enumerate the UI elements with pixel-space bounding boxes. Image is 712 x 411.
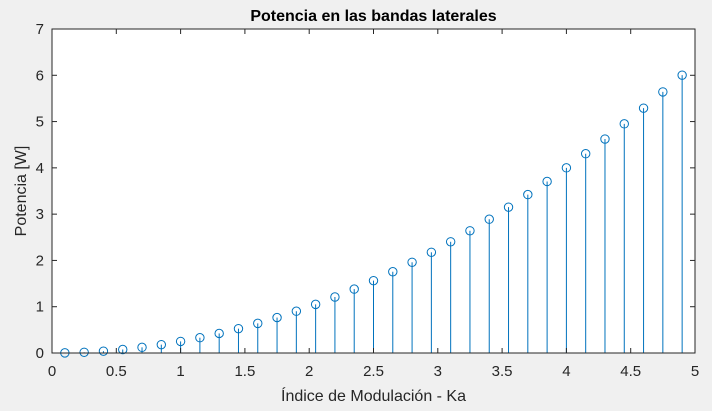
stem-marker	[465, 226, 475, 236]
stem-marker	[79, 347, 89, 357]
x-tick-label: 3	[434, 363, 442, 380]
x-tick-label: 0	[48, 363, 56, 380]
x-tick-label: 5	[691, 363, 699, 380]
stem-marker	[330, 292, 340, 302]
x-tick-label: 3.5	[492, 363, 513, 380]
stem-marker	[580, 149, 591, 159]
stem-marker	[503, 202, 514, 212]
y-axis-label: Potencia [W]	[13, 146, 30, 237]
y-axis-ticks: 0 1 2 3 4 5 6 7	[36, 21, 695, 362]
chart-title: Potencia en las bandas laterales	[250, 8, 496, 25]
stem-series	[64, 75, 683, 353]
stem-marker	[484, 214, 494, 224]
y-tick-label: 2	[36, 252, 44, 269]
y-tick-label: 7	[36, 21, 44, 38]
x-axis-ticks: 0 0.5 1 1.5 2 2.5 3 3.5 4 4.5 5	[48, 29, 699, 380]
x-tick-label: 1	[176, 363, 184, 380]
stem-marker	[677, 70, 687, 80]
y-tick-label: 1	[36, 299, 44, 316]
x-tick-label: 1.5	[234, 363, 255, 380]
y-tick-label: 6	[36, 67, 44, 84]
stem-marker	[368, 275, 379, 286]
stem-marker	[272, 312, 282, 323]
y-tick-label: 0	[36, 345, 44, 362]
x-axis-label: Índice de Modulación - Ka	[281, 386, 466, 405]
y-tick-label: 3	[36, 206, 44, 223]
stem-marker	[426, 247, 437, 258]
stem-marker	[542, 176, 552, 187]
stem-marker	[291, 306, 302, 316]
stem-marker	[310, 299, 321, 310]
stem-marker	[523, 189, 533, 200]
stem-marker	[638, 103, 649, 113]
stem-marker	[561, 163, 572, 173]
stem-marker	[118, 344, 128, 355]
stem-marker	[214, 328, 224, 339]
y-tick-label: 5	[36, 114, 44, 131]
stem-marker	[600, 134, 610, 144]
stem-marker	[195, 332, 205, 343]
x-tick-label: 2.5	[363, 363, 384, 380]
stem-marker	[388, 267, 398, 277]
stem-marker	[175, 336, 186, 347]
stem-marker	[98, 346, 109, 356]
stem-marker	[619, 119, 629, 129]
y-tick-label: 4	[36, 160, 44, 177]
x-tick-label: 2	[305, 363, 313, 380]
x-tick-label: 0.5	[106, 363, 127, 380]
stem-marker	[137, 342, 147, 353]
stem-marker	[349, 284, 359, 294]
stem-marker	[156, 339, 167, 350]
stem-marker	[253, 318, 263, 329]
x-tick-label: 4	[562, 363, 570, 380]
stem-marker	[445, 237, 456, 247]
marker-series	[60, 70, 687, 358]
stem-marker	[658, 87, 668, 97]
x-tick-label: 4.5	[620, 363, 641, 380]
stem-marker	[233, 323, 244, 334]
stem-marker	[407, 257, 417, 267]
